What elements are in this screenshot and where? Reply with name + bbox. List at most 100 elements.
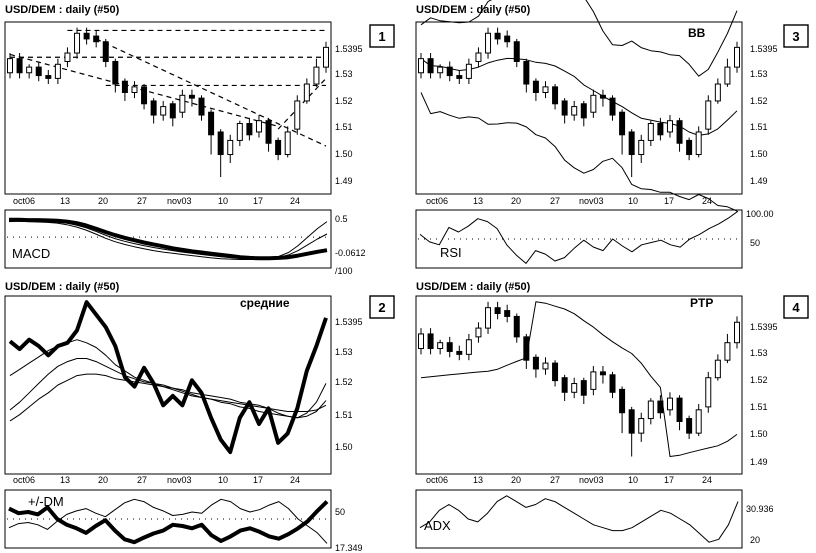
candle-body — [599, 371, 606, 376]
x-tick-label: 13 — [60, 475, 70, 485]
y-tick-label: 1.5395 — [750, 44, 778, 54]
candle-body — [303, 83, 310, 102]
candle-body — [666, 120, 673, 133]
candle-body — [705, 377, 712, 408]
candle-body — [676, 397, 683, 422]
panel-2: USD/DEM : daily (#50) средние 2 1.5395 1… — [4, 281, 395, 553]
panel-3: USD/DEM : daily (#50) BB 3 1.5395 1.53 1… — [415, 0, 809, 269]
candle-body — [542, 86, 549, 93]
candle-body — [45, 75, 52, 79]
candle-body — [628, 131, 635, 156]
candle-body — [427, 58, 434, 74]
panel-4-indicator-frame — [415, 489, 743, 549]
candle-body — [102, 41, 109, 62]
indicator-series-line — [8, 500, 329, 545]
y-tick-label: 1.51 — [335, 410, 353, 420]
candle-body — [714, 83, 721, 102]
x-tick-label: nov03 — [579, 475, 604, 485]
candle-body — [532, 80, 539, 93]
panel-3-price-frame — [415, 21, 743, 195]
panel-3-number-box — [783, 24, 809, 48]
candle-body — [523, 336, 530, 361]
candle-body — [590, 371, 597, 390]
candle-body — [628, 409, 635, 434]
indicator-series-line — [8, 498, 328, 544]
candle-body — [208, 111, 215, 136]
series-line — [9, 339, 327, 419]
panel-3-x-tick-labels: oct06 13 20 27 nov03 10 17 24 — [426, 196, 712, 206]
indicator-tick-label: 20 — [750, 535, 760, 545]
panel-4: USD/DEM : daily (#50) PTP 4 1.5395 1.53 … — [415, 281, 809, 549]
panel-1-number: 1 — [378, 29, 385, 44]
y-tick-label: 1.51 — [335, 122, 353, 132]
indicator-series-line — [419, 495, 739, 543]
x-tick-label: oct06 — [13, 475, 35, 485]
panel-4-candles — [418, 301, 740, 457]
panel-1-indicator-name: MACD — [12, 246, 50, 261]
candle-body — [227, 139, 234, 156]
candle-body — [275, 139, 282, 156]
panel-1-number-box — [369, 24, 395, 48]
panel-1-indicator-frame — [4, 209, 332, 269]
candle-body — [446, 66, 453, 77]
x-tick-label: nov03 — [167, 475, 192, 485]
candle-body — [131, 86, 138, 93]
x-tick-label: oct06 — [426, 475, 448, 485]
panel-1-x-tick-labels: oct06 13 20 27 nov03 10 17 24 — [13, 196, 300, 206]
candle-body — [246, 123, 253, 136]
candle-body — [714, 359, 721, 379]
series-line — [9, 358, 327, 419]
x-tick-label: 27 — [137, 475, 147, 485]
candle-body — [437, 342, 444, 350]
candle-body — [647, 123, 654, 141]
candle-body — [494, 307, 501, 315]
indicator-tick-label: 50 — [750, 238, 760, 248]
parabolic-line — [420, 301, 738, 457]
panel-4-number: 4 — [792, 300, 800, 315]
y-tick-label: 1.52 — [750, 375, 768, 385]
candle-body — [198, 97, 205, 116]
panel-2-overlay-label: средние — [240, 296, 290, 310]
panel-4-price-frame — [415, 295, 743, 475]
x-tick-label: 10 — [628, 475, 638, 485]
y-tick-label: 1.53 — [335, 69, 353, 79]
panel-4-x-tick-labels: oct06 13 20 27 nov03 10 17 24 — [426, 475, 712, 485]
candle-body — [666, 397, 673, 411]
panel-3-number: 3 — [792, 29, 799, 44]
y-tick-label: 1.5395 — [335, 44, 363, 54]
x-tick-label: 10 — [628, 196, 638, 206]
indicator-tick-label: 0.5 — [335, 214, 348, 224]
x-tick-label: nov03 — [579, 196, 604, 206]
candle-body — [418, 58, 424, 74]
panel-4-number-box — [783, 295, 809, 319]
candle-body — [734, 46, 740, 68]
candle-body — [7, 58, 13, 74]
candle-body — [532, 356, 539, 370]
y-tick-label: 1.50 — [335, 442, 353, 452]
candle-body — [475, 327, 482, 338]
candle-body — [465, 63, 472, 79]
x-tick-label: 20 — [98, 475, 108, 485]
indicator-tick-label: /100 — [335, 266, 353, 276]
candle-body — [609, 374, 616, 393]
panel-3-overlay-label: BB — [688, 26, 706, 40]
candle-body — [695, 131, 702, 156]
x-tick-label: 20 — [511, 475, 521, 485]
y-tick-label: 1.52 — [335, 377, 353, 387]
x-tick-label: 27 — [137, 196, 147, 206]
candle-body — [437, 66, 444, 74]
y-tick-label: 1.53 — [335, 347, 353, 357]
y-tick-label: 1.50 — [750, 149, 768, 159]
candle-body — [542, 362, 549, 370]
y-tick-label: 1.49 — [750, 176, 768, 186]
panel-3-y-tick-labels: 1.5395 1.53 1.52 1.51 1.50 1.49 — [750, 44, 778, 186]
panel-1-indicator-lines — [7, 217, 329, 261]
candle-body — [35, 66, 42, 77]
bollinger-lower — [420, 92, 738, 212]
panel-3-indicator-lines — [418, 210, 740, 264]
panel-3-indicator-name: RSI — [440, 245, 462, 260]
indicator-series-line — [419, 210, 739, 264]
x-tick-label: 17 — [253, 196, 263, 206]
y-tick-label: 1.50 — [750, 429, 768, 439]
candle-body — [571, 106, 578, 116]
